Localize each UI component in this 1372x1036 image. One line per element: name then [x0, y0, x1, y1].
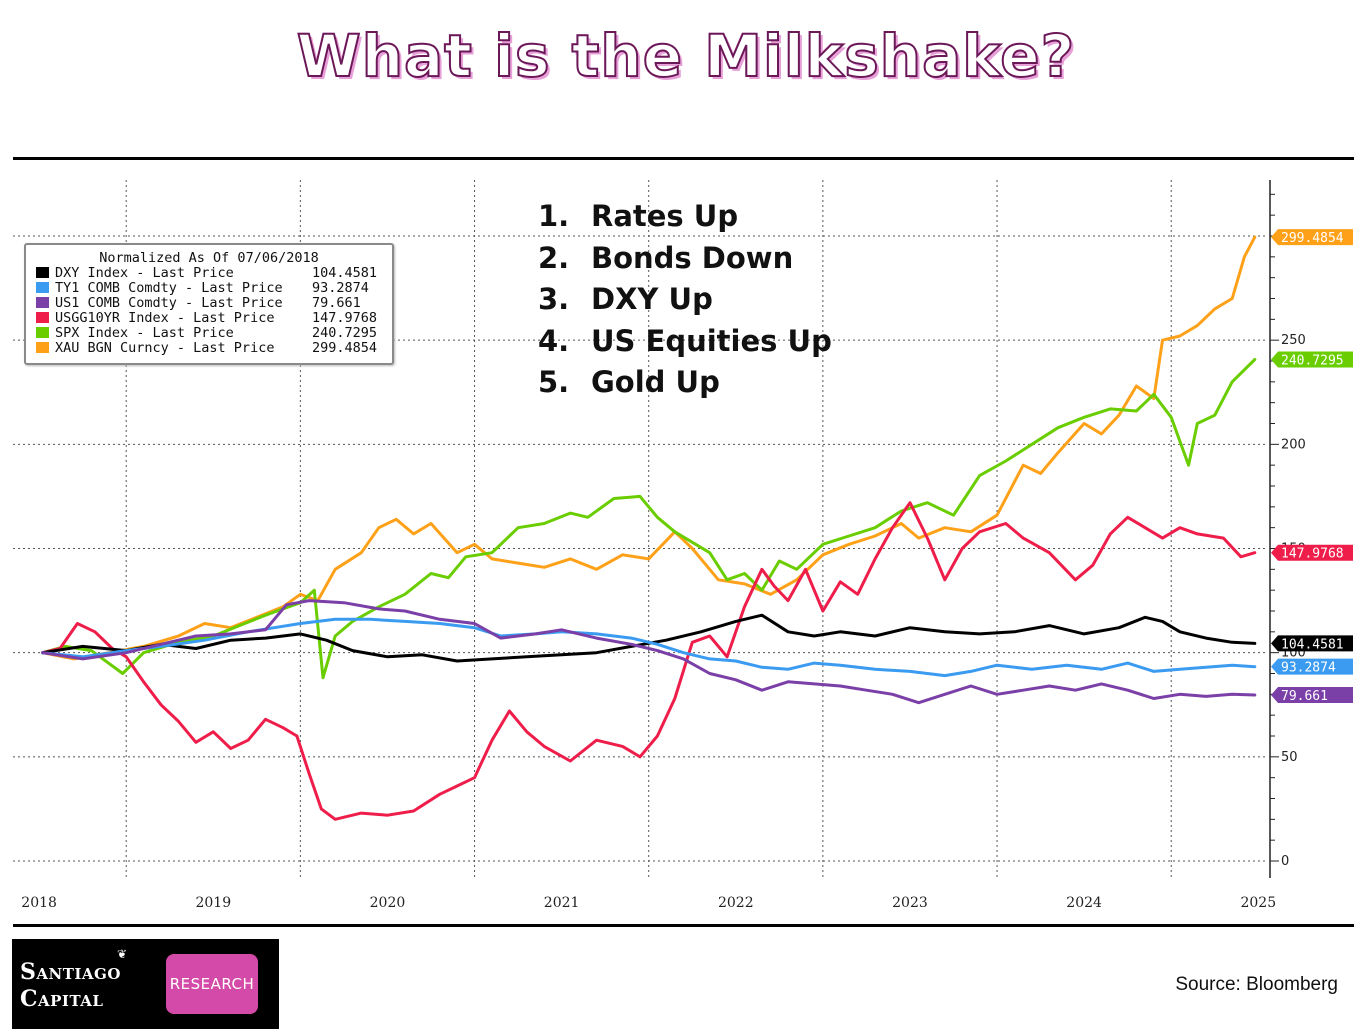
list-number: 5.: [538, 365, 570, 399]
x-tick-label: 2018: [21, 895, 57, 911]
list-number: 2.: [538, 240, 570, 275]
santiago-capital-logo: ❦ Santiago Capital RESEARCH: [12, 939, 279, 1029]
x-tick-label: 2023: [892, 895, 928, 911]
tag-label: 104.4581: [1281, 637, 1344, 652]
series-line: [41, 613, 1257, 663]
legend-item: DXY Index - Last Price 104.4581: [26, 266, 392, 281]
legend-item: XAU BGN Curncy - Last Price 299.4854: [26, 341, 392, 356]
y-tick-label: 250: [1281, 333, 1306, 348]
x-tick-label: 2019: [195, 895, 231, 911]
legend-swatch: [36, 312, 49, 323]
list-text: Gold Up: [591, 365, 720, 399]
top-divider: [13, 157, 1354, 160]
tag-label: 147.9768: [1281, 547, 1344, 562]
logo-line-2: Capital: [20, 986, 104, 1012]
page-title: What is the Milkshake?: [296, 21, 1076, 91]
research-button[interactable]: RESEARCH: [166, 954, 258, 1014]
tag-label: 93.2874: [1281, 661, 1336, 676]
list-text: US Equities Up: [591, 323, 832, 358]
y-tick-label: 50: [1281, 750, 1298, 765]
chart-legend: Normalized As Of 07/06/2018 DXY Index - …: [24, 243, 394, 365]
legend-item: US1 COMB Comdty - Last Price 79.661: [26, 296, 392, 311]
legend-label: XAU BGN Curncy - Last Price: [55, 340, 275, 356]
list-item: 1. Rates Up: [538, 196, 832, 238]
tag-label: 240.7295: [1281, 353, 1344, 368]
legend-swatch: [36, 297, 49, 308]
milkshake-points-list: 1. Rates Up 2. Bonds Down 3. DXY Up 4. US Eq…: [538, 196, 832, 404]
legend-label: SPX Index - Last Price: [55, 325, 234, 341]
legend-label: DXY Index - Last Price: [55, 265, 234, 281]
tag-shape: [1271, 687, 1353, 704]
legend-title: Normalized As Of 07/06/2018: [99, 250, 319, 266]
tag-label: 79.661: [1281, 689, 1328, 704]
tag-shape: [1271, 658, 1353, 675]
legend-label: TY1 COMB Comdty - Last Price: [55, 280, 283, 296]
y-tick-label: 200: [1281, 437, 1306, 452]
y-tick-label: 0: [1281, 854, 1289, 869]
last-price-tag: 79.661: [1271, 687, 1353, 704]
legend-item: SPX Index - Last Price 240.7295: [26, 326, 392, 341]
tag-shape: [1271, 229, 1353, 246]
x-tick-label: 2024: [1066, 895, 1102, 911]
legend-swatch: [36, 327, 49, 338]
legend-swatch: [36, 342, 49, 353]
legend-swatch: [36, 267, 49, 278]
logo-wordmark: Santiago Capital: [20, 959, 121, 1013]
bottom-divider: [13, 924, 1354, 927]
legend-value: 147.9768: [312, 310, 378, 326]
list-number: 1.: [538, 199, 570, 233]
legend-label: USGG10YR Index - Last Price: [55, 310, 275, 326]
x-tick-label: 2025: [1240, 895, 1276, 911]
list-item: 3. DXY Up: [538, 279, 832, 321]
legend-value: 93.2874: [312, 280, 369, 296]
series-line: [41, 599, 1257, 705]
x-tick-label: 2020: [370, 895, 406, 911]
legend-item: USGG10YR Index - Last Price 147.9768: [26, 311, 392, 326]
last-price-tag: 93.2874: [1271, 658, 1353, 676]
series-line: [41, 501, 1257, 821]
chart-axes: 0501001502002502018201920202021202220232…: [21, 180, 1306, 911]
list-text: Rates Up: [591, 199, 739, 233]
source-note: Source: Bloomberg: [1175, 974, 1338, 995]
legend-value: 79.661: [312, 295, 361, 311]
legend-value: 240.7295: [312, 325, 378, 341]
last-price-tag: 104.4581: [1271, 635, 1353, 652]
last-price-tag: 240.7295: [1271, 351, 1353, 368]
tag-label: 299.4854: [1281, 231, 1344, 246]
legend-item: TY1 COMB Comdty - Last Price 93.2874: [26, 281, 392, 296]
logo-line-1: Santiago: [20, 959, 121, 985]
chart-series: [41, 235, 1257, 821]
last-price-tag: 299.4854: [1271, 229, 1353, 246]
tag-shape: [1271, 544, 1353, 561]
list-text: DXY Up: [591, 282, 713, 316]
list-number: 3.: [538, 282, 570, 316]
shell-icon: ❦: [117, 947, 128, 961]
legend-value: 299.4854: [312, 340, 378, 356]
series-line: [41, 235, 1257, 661]
legend-label: US1 COMB Comdty - Last Price: [55, 295, 283, 311]
legend-value: 104.4581: [312, 265, 378, 281]
series-line: [41, 358, 1257, 680]
list-number: 4.: [538, 323, 570, 358]
list-item: 2. Bonds Down: [538, 238, 832, 280]
legend-swatch: [36, 282, 49, 293]
list-item: 5. Gold Up: [538, 362, 832, 404]
last-price-tags: 299.4854 240.7295 147.9768 104.4581 93.2874 7…: [1271, 229, 1353, 704]
tag-shape: [1271, 351, 1353, 368]
x-tick-label: 2022: [718, 895, 754, 911]
list-item: 4. US Equities Up: [538, 321, 832, 363]
last-price-tag: 147.9768: [1271, 544, 1353, 562]
series-line: [41, 617, 1257, 678]
list-text: Bonds Down: [591, 240, 794, 275]
x-tick-label: 2021: [544, 895, 580, 911]
tag-shape: [1271, 635, 1353, 652]
